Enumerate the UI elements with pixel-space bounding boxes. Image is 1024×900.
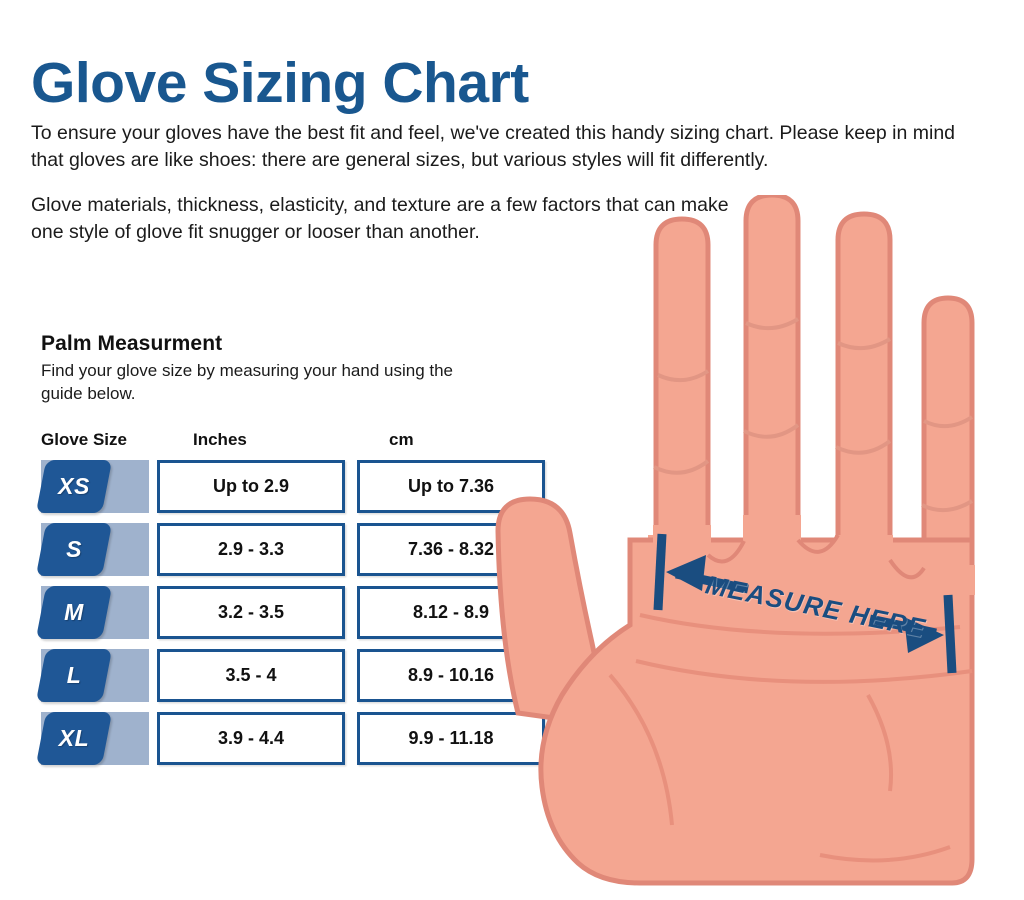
index-finger	[653, 216, 711, 558]
palm-measurement-subtext: Find your glove size by measuring your h…	[41, 361, 454, 403]
cell-inches: 3.9 - 4.4	[157, 711, 345, 765]
column-header-inches: Inches	[193, 429, 247, 449]
crease-ring-lower	[835, 439, 892, 455]
cell-cm: 9.9 - 11.18	[357, 711, 545, 765]
crease-pinky-upper	[923, 415, 974, 429]
palm-measurement-heading: Palm Measurment	[41, 332, 223, 355]
thumb	[495, 496, 599, 726]
open-palm-hand-icon	[495, 195, 975, 886]
cell-inches: 2.9 - 3.3	[157, 522, 345, 576]
size-badge-label: XS	[58, 472, 90, 499]
left-arrow-icon	[666, 555, 749, 594]
size-badge-label: S	[66, 535, 82, 562]
hand-illustration	[490, 195, 1024, 900]
webbing-index-middle	[706, 540, 746, 564]
column-header-cm: cm	[389, 429, 414, 449]
intro-paragraph-1: To ensure your gloves have the best fit …	[31, 121, 956, 172]
size-table-body: XS Up to 2.9 Up to 7.36 S 2.9 - 3.3 7.36…	[35, 459, 545, 765]
palm-crease-middle	[635, 659, 973, 684]
right-arrow-icon	[869, 614, 944, 653]
table-header-row: Glove Size Inches cm	[41, 430, 511, 454]
palm-crease-wrist	[819, 845, 951, 863]
ring-finger	[835, 211, 893, 563]
crease-index-upper	[657, 369, 710, 383]
middle-finger	[743, 195, 801, 544]
cell-inches: Up to 2.9	[157, 459, 345, 513]
crease-index-lower	[653, 459, 710, 475]
table-row: XS Up to 2.9 Up to 7.36	[35, 459, 545, 513]
size-badge-label: M	[64, 598, 84, 625]
page-title: Glove Sizing Chart	[31, 51, 529, 116]
webbing-ring-pinky	[888, 558, 926, 580]
intro-paragraph-2: Glove materials, thickness, elasticity, …	[31, 193, 729, 244]
crease-ring-upper	[837, 337, 892, 351]
webbing-middle-ring	[796, 533, 840, 554]
left-end-cap-icon	[653, 533, 667, 611]
size-badge-label: L	[66, 661, 82, 688]
cell-inches: 3.5 - 4	[157, 648, 345, 702]
table-row: XL 3.9 - 4.4 9.9 - 11.18	[35, 711, 545, 765]
palm-crease-thenar	[608, 673, 674, 826]
crease-middle-lower	[743, 423, 800, 439]
right-end-cap-icon	[943, 594, 957, 674]
table-row: M 3.2 - 3.5 8.12 - 8.9	[35, 585, 545, 639]
palm-crease-hypothenar	[866, 694, 894, 792]
table-row: L 3.5 - 4 8.9 - 10.16	[35, 648, 545, 702]
pinky-finger	[921, 295, 975, 594]
column-header-glove-size: Glove Size	[41, 429, 127, 449]
table-row: S 2.9 - 3.3 7.36 - 8.32	[35, 522, 545, 576]
crease-middle-upper	[745, 317, 800, 331]
palm-measurement-section: Palm Measurment Find your glove size by …	[35, 332, 545, 775]
size-badge-label: XL	[58, 724, 90, 751]
crease-pinky-lower	[921, 499, 974, 513]
palm	[538, 537, 975, 886]
cell-inches: 3.2 - 3.5	[157, 585, 345, 639]
